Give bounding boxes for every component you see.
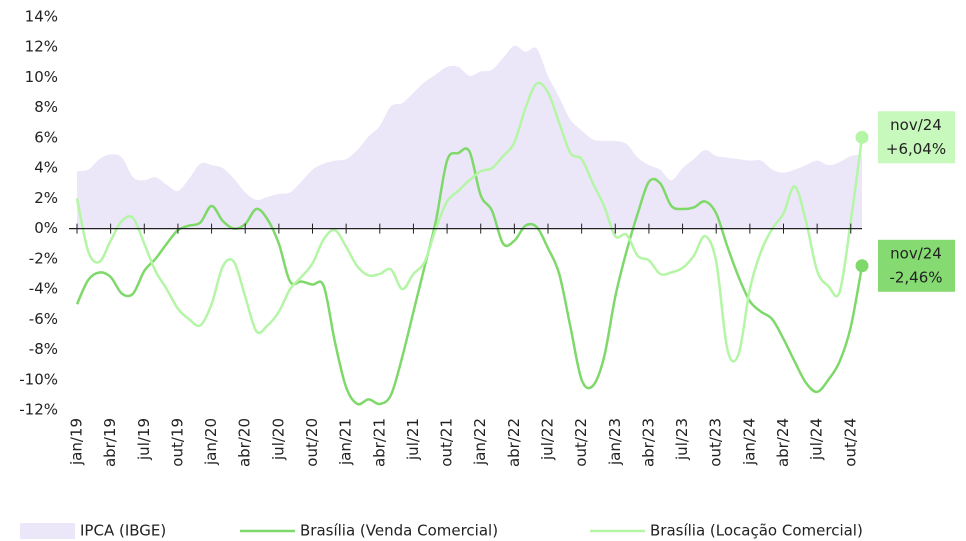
y-tick-label: 10% — [25, 68, 58, 86]
x-tick-label: jul/22 — [539, 418, 557, 461]
x-tick-label: abr/22 — [505, 418, 523, 467]
legend-label: IPCA (IBGE) — [80, 522, 166, 540]
x-tick-label: jul/23 — [673, 418, 691, 461]
legend-label: Brasília (Locação Comercial) — [650, 522, 863, 540]
x-tick-label: out/20 — [303, 418, 321, 467]
x-tick-label: jan/24 — [740, 418, 758, 466]
x-tick-label: out/21 — [438, 418, 456, 467]
legend-item: Brasília (Locação Comercial) — [590, 522, 863, 540]
end-label: nov/24 +6,04% — [878, 111, 955, 164]
area — [77, 45, 862, 229]
end-label-text: nov/24 — [890, 116, 942, 134]
x-tick-label: jan/21 — [337, 418, 355, 466]
y-tick-label: 8% — [34, 98, 58, 116]
x-tick-label: jul/19 — [135, 418, 153, 461]
y-tick-label: -6% — [29, 310, 58, 328]
end-label: nov/24 -2,46% — [878, 239, 955, 292]
x-tick-label: jul/21 — [404, 418, 422, 461]
legend-swatch — [20, 523, 75, 539]
y-tick-label: 14% — [25, 8, 58, 26]
x-tick-label: abr/24 — [774, 418, 792, 467]
x-tick-label: abr/19 — [101, 418, 119, 467]
y-tick-label: 12% — [25, 38, 58, 56]
y-tick-label: -10% — [19, 370, 58, 388]
y-tick-label: 4% — [34, 159, 58, 177]
end-label-box — [878, 111, 955, 164]
y-tick-label: 6% — [34, 128, 58, 146]
end-point — [855, 130, 869, 144]
legend-label: Brasília (Venda Comercial) — [300, 522, 498, 540]
legend-item: IPCA (IBGE) — [20, 522, 166, 540]
end-label-box — [878, 239, 955, 292]
line — [75, 81, 864, 363]
y-tick-label: -8% — [29, 340, 58, 358]
x-tick-label: jan/22 — [471, 418, 489, 466]
x-tick-label: out/24 — [841, 418, 859, 467]
line — [75, 147, 864, 406]
x-tick-label: abr/21 — [370, 418, 388, 467]
y-tick-label: -4% — [29, 280, 58, 298]
end-point — [855, 259, 869, 273]
y-tick-label: 0% — [34, 219, 58, 237]
end-label-text: +6,04% — [886, 140, 946, 158]
y-tick-label: 2% — [34, 189, 58, 207]
x-tick-label: out/22 — [572, 418, 590, 467]
y-tick-label: -2% — [29, 249, 58, 267]
legend-item: Brasília (Venda Comercial) — [240, 522, 498, 540]
end-label-text: -2,46% — [889, 268, 942, 286]
y-tick-label: -12% — [19, 401, 58, 419]
x-tick-label: abr/20 — [236, 418, 254, 467]
x-tick-label: jan/20 — [202, 418, 220, 466]
x-tick-label: jan/23 — [606, 418, 624, 466]
x-tick-label: jul/20 — [269, 418, 287, 461]
x-tick-label: out/19 — [168, 418, 186, 467]
x-tick-label: jul/24 — [808, 418, 826, 461]
end-label-text: nov/24 — [890, 244, 942, 262]
x-tick-label: abr/23 — [639, 418, 657, 467]
x-tick-label: jan/19 — [68, 418, 86, 466]
x-tick-label: out/23 — [707, 418, 725, 467]
